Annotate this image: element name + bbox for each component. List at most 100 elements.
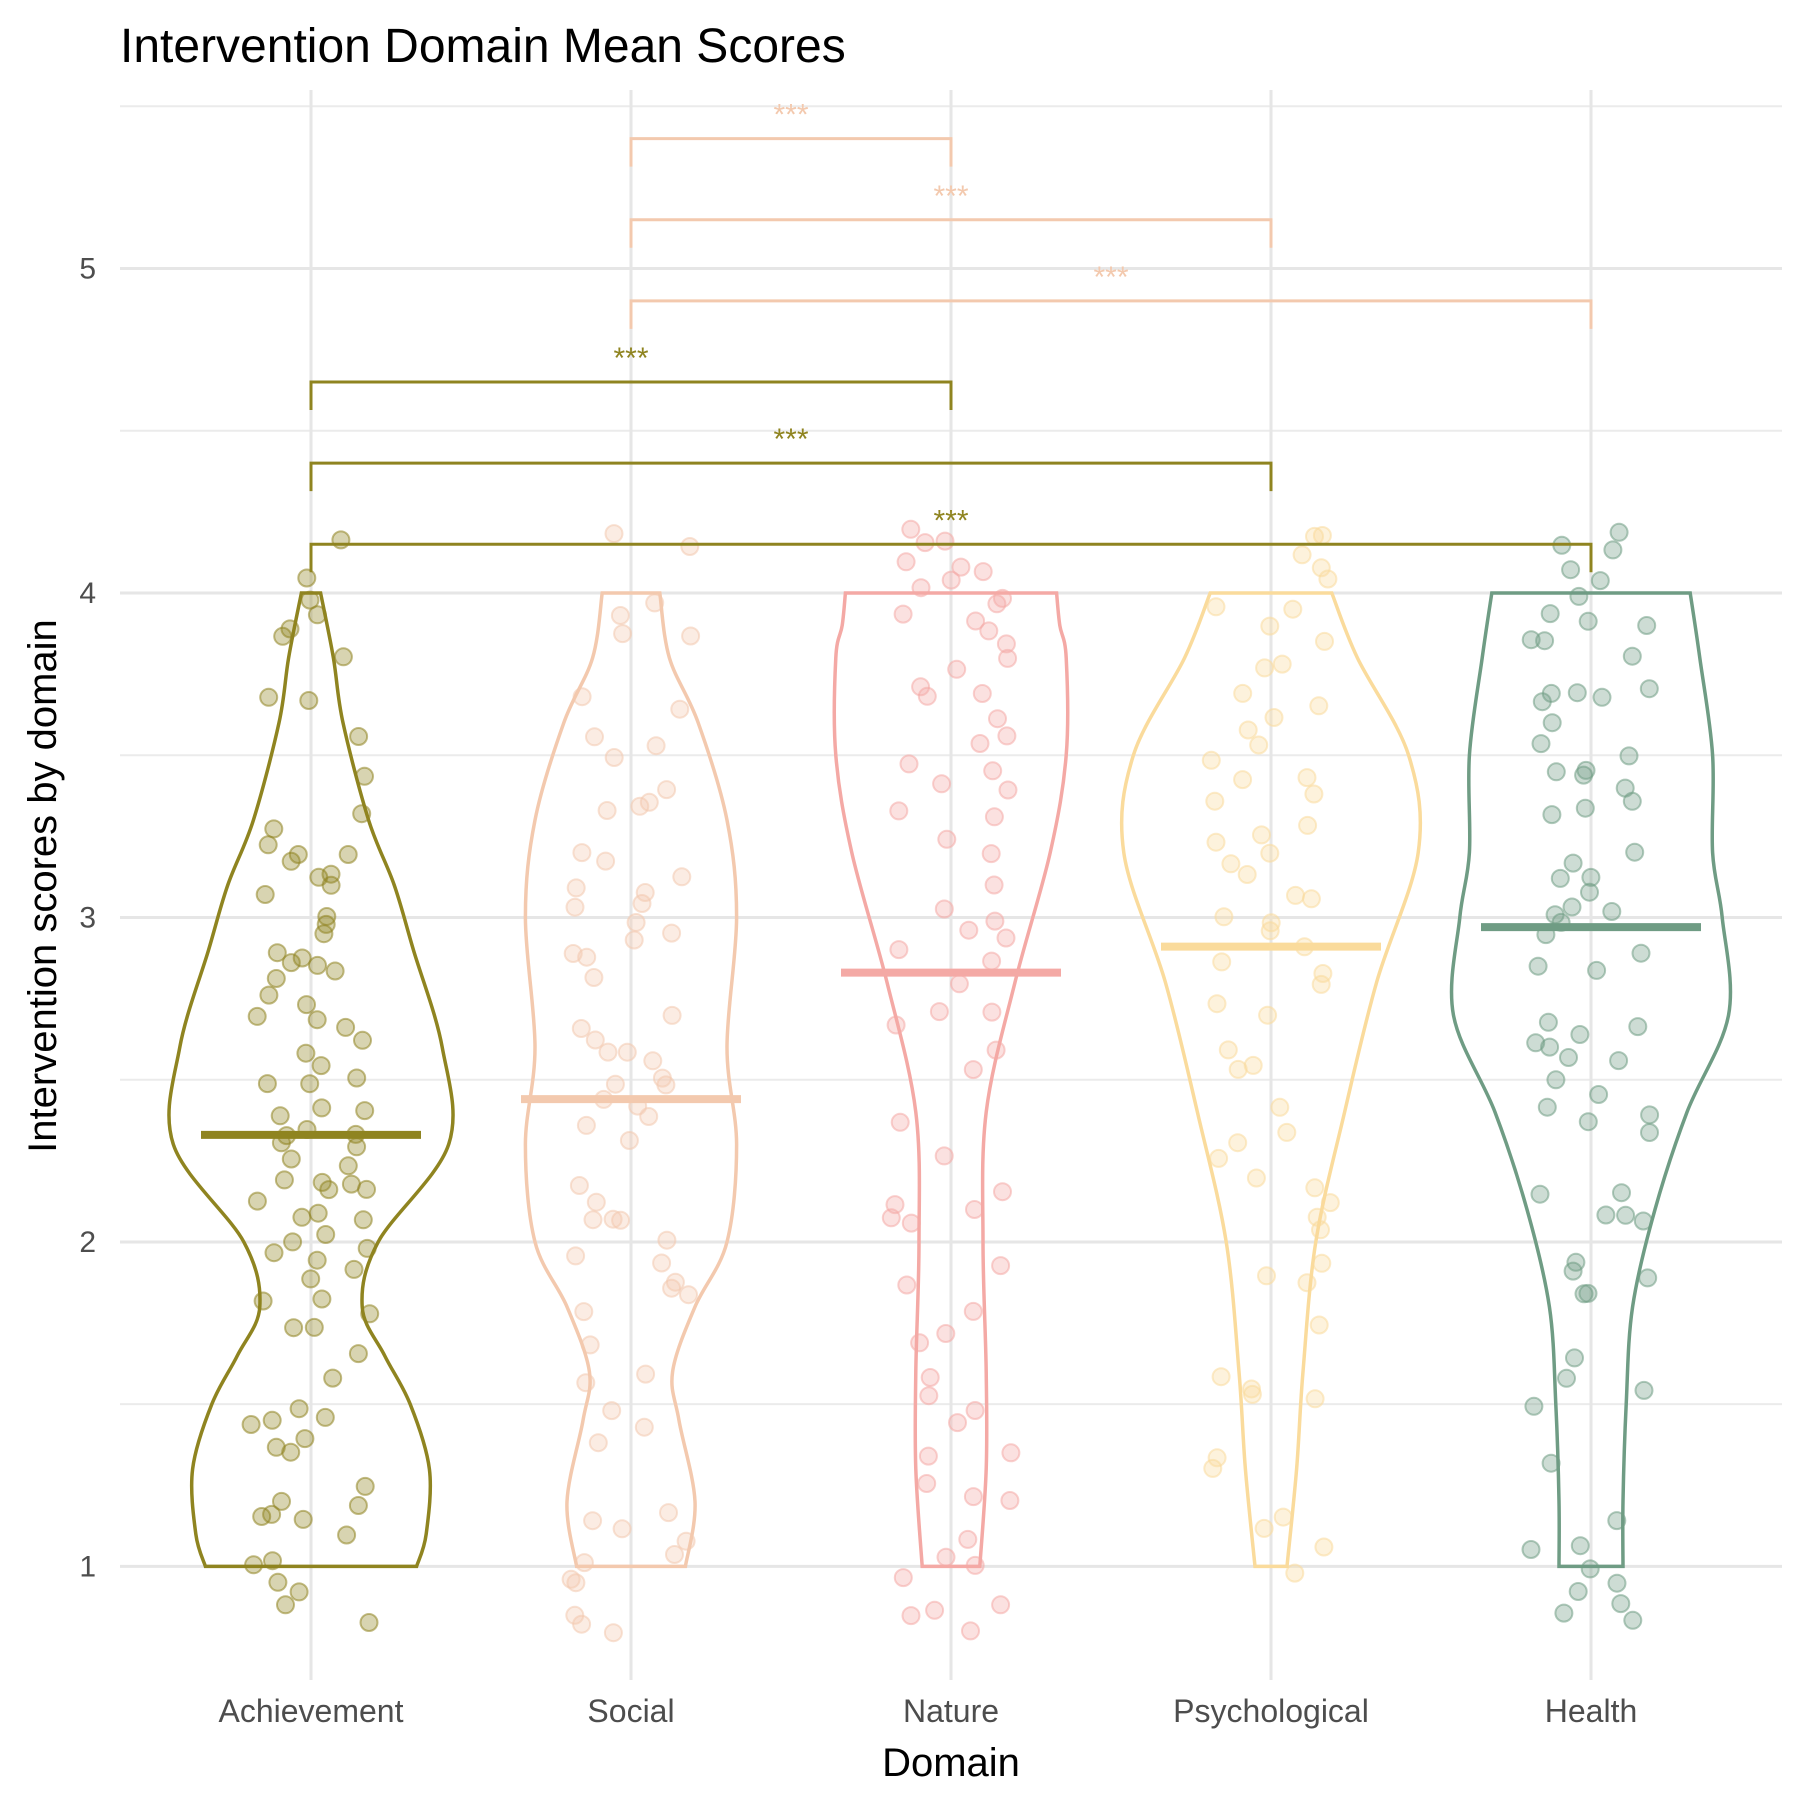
data-point: [585, 727, 604, 747]
data-point: [566, 878, 586, 898]
data-point: [896, 552, 916, 572]
data-point: [274, 1170, 294, 1190]
data-point: [1270, 1097, 1290, 1117]
x-tick-label: Psychological: [1173, 1693, 1369, 1729]
data-point: [247, 1006, 267, 1026]
data-point: [253, 1291, 273, 1311]
data-point: [617, 1042, 637, 1062]
data-point: [316, 1225, 336, 1244]
data-point: [1596, 1205, 1616, 1225]
data-point: [1615, 778, 1635, 798]
data-point: [241, 1415, 261, 1434]
data-point: [646, 736, 666, 756]
data-point: [657, 780, 677, 800]
data-point: [344, 1259, 364, 1279]
data-point: [1570, 1536, 1590, 1556]
data-point: [1258, 1005, 1278, 1025]
data-point: [1611, 1594, 1631, 1614]
data-point: [307, 1250, 327, 1270]
data-point: [347, 1068, 367, 1088]
data-point: [569, 1176, 589, 1195]
data-point: [596, 851, 616, 871]
data-point: [1545, 905, 1565, 925]
data-point: [1246, 1168, 1266, 1188]
significance-label: ***: [773, 99, 808, 132]
data-point: [951, 557, 971, 577]
data-point: [1297, 768, 1317, 788]
data-point: [597, 801, 617, 820]
data-point: [1273, 1507, 1293, 1527]
data-point: [897, 1275, 917, 1295]
data-point: [1211, 1367, 1231, 1387]
data-point: [970, 734, 990, 753]
data-point: [360, 1304, 380, 1324]
data-point: [1260, 843, 1280, 863]
data-point: [613, 624, 633, 644]
data-point: [1207, 1448, 1227, 1468]
data-point: [604, 524, 624, 544]
data-point: [1633, 1211, 1653, 1231]
data-point: [963, 1301, 983, 1321]
data-point: [949, 974, 969, 994]
data-point: [276, 1595, 295, 1615]
data-point: [355, 1476, 375, 1496]
significance-label: ***: [933, 504, 968, 537]
data-point: [299, 691, 319, 710]
points-layer: [241, 519, 1660, 1643]
data-point: [973, 562, 993, 582]
data-point: [605, 1074, 625, 1094]
significance-bracket: [309, 461, 1273, 492]
data-point: [1637, 616, 1657, 635]
data-point: [1207, 994, 1227, 1014]
data-point: [1206, 832, 1226, 852]
data-point: [920, 1368, 940, 1387]
data-point: [996, 634, 1016, 654]
data-point: [312, 1289, 332, 1309]
significance-bracket: [309, 380, 953, 411]
data-point: [1609, 522, 1629, 542]
data-point: [997, 726, 1017, 746]
data-point: [890, 1112, 910, 1132]
y-tick-label: 5: [79, 252, 96, 285]
data-point: [352, 804, 372, 824]
data-point: [963, 1060, 983, 1080]
data-point: [672, 867, 692, 887]
data-point: [982, 1002, 1002, 1022]
data-point: [936, 1547, 956, 1567]
data-point: [911, 578, 931, 598]
data-point: [353, 1030, 372, 1050]
data-point: [311, 1056, 331, 1076]
data-point: [323, 1368, 343, 1388]
violin-health: [1449, 591, 1733, 1569]
data-point: [1243, 1055, 1263, 1075]
data-point: [1521, 1540, 1541, 1559]
data-point: [355, 1101, 375, 1121]
data-point: [317, 907, 337, 926]
data-point: [670, 699, 690, 719]
data-point: [1255, 658, 1275, 678]
data-point: [610, 606, 630, 625]
significance-label: ***: [1093, 261, 1128, 294]
data-point: [281, 1149, 301, 1169]
data-point: [899, 754, 919, 774]
data-point: [662, 923, 682, 943]
x-tick-label: Health: [1545, 1693, 1638, 1729]
data-point: [1538, 1012, 1558, 1032]
data-point: [295, 1429, 315, 1449]
data-point: [266, 969, 286, 988]
data-point: [998, 648, 1018, 668]
data-point: [889, 940, 909, 960]
data-point: [965, 1401, 985, 1420]
data-point: [1535, 631, 1555, 651]
data-point: [1541, 1453, 1561, 1473]
y-tick-label: 3: [79, 901, 96, 934]
significance-bracket: [629, 299, 1593, 329]
data-point: [1554, 1603, 1574, 1623]
data-point: [917, 686, 937, 706]
data-point: [966, 611, 986, 631]
comparison-layer: *** *** *** *** *** ***: [309, 99, 1593, 573]
data-point: [1298, 815, 1318, 835]
data-point: [1524, 1396, 1544, 1416]
data-point: [1001, 1443, 1021, 1463]
